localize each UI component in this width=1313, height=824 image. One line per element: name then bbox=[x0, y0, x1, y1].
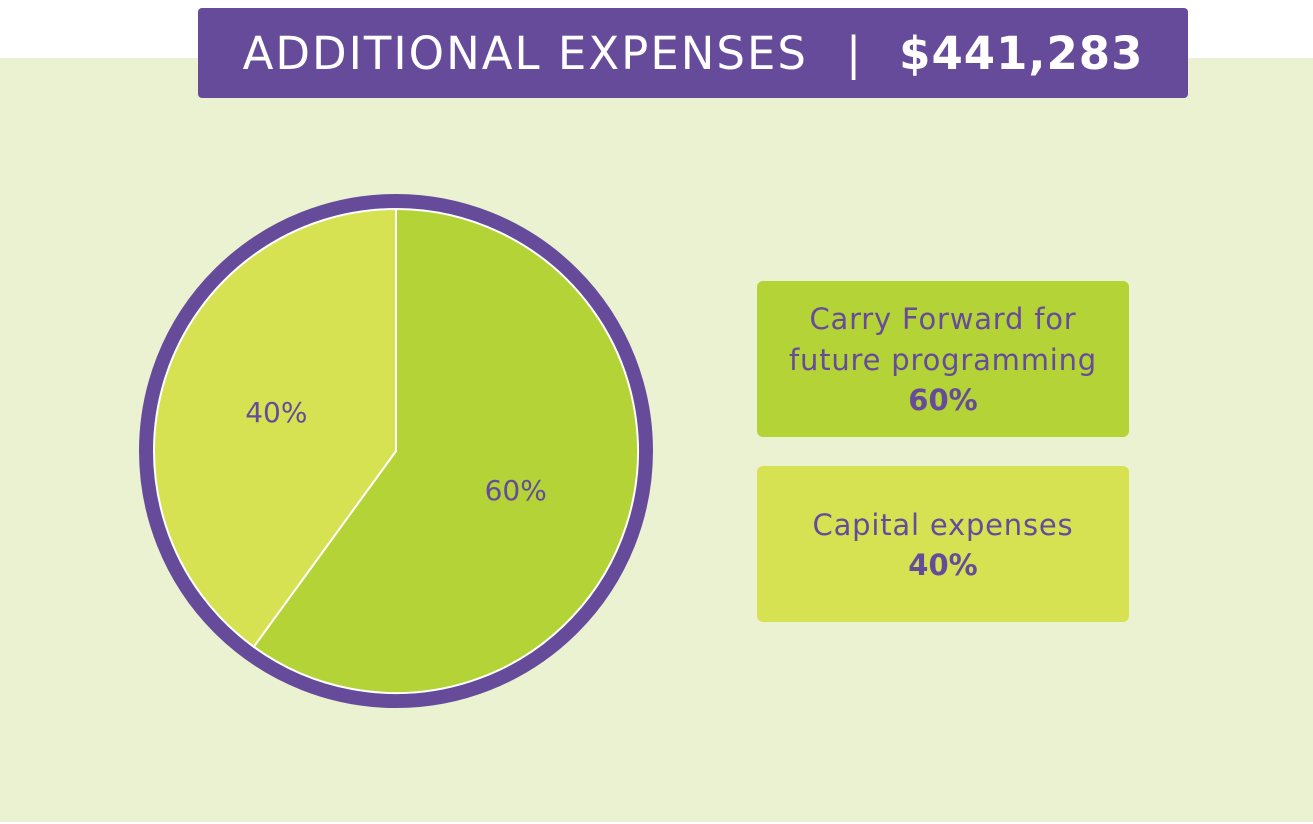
pie-slice bbox=[153, 207, 397, 649]
legend-label-line: future programming bbox=[789, 343, 1097, 377]
legend-item-capital-expenses: Capital expenses 40% bbox=[757, 466, 1129, 622]
legend-item-carry-forward: Carry Forward for future programming 60% bbox=[757, 281, 1129, 437]
pie-slice-label: 60% bbox=[485, 474, 547, 507]
pie-labels: 60% 40% bbox=[245, 396, 547, 507]
pie-ring bbox=[139, 194, 653, 708]
legend-label-line: Carry Forward for bbox=[809, 302, 1077, 336]
legend-percent: 60% bbox=[908, 383, 978, 417]
header-separator: | bbox=[845, 26, 862, 80]
chart-title: ADDITIONAL EXPENSES bbox=[242, 26, 808, 80]
pie-slice-label: 40% bbox=[245, 396, 307, 429]
legend-percent: 40% bbox=[908, 547, 978, 582]
chart-total: $441,283 bbox=[899, 26, 1144, 80]
pie-slices bbox=[153, 207, 639, 694]
legend-label-line: Capital expenses bbox=[812, 507, 1074, 542]
pie-slice bbox=[252, 207, 639, 694]
chart-header: ADDITIONAL EXPENSES | $441,283 bbox=[198, 8, 1188, 98]
